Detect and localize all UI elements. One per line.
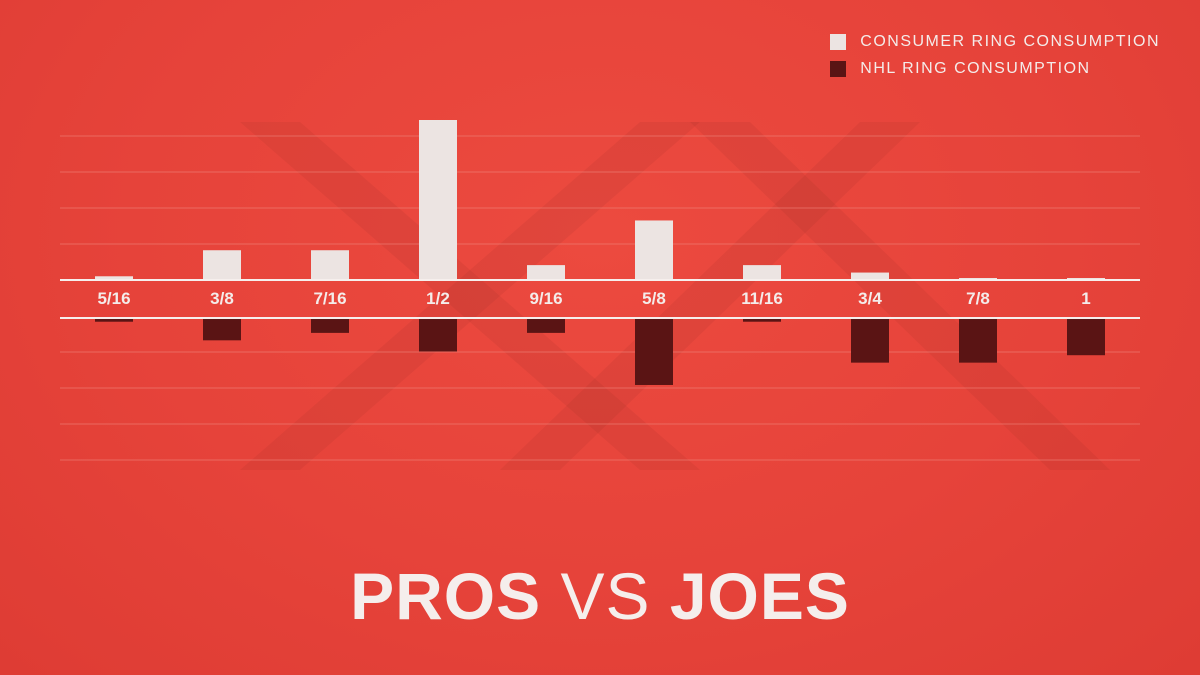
tick-label: 3/8 — [210, 289, 234, 308]
bar-nhl — [311, 318, 349, 333]
bar-consumer — [95, 276, 133, 280]
bar-consumer — [311, 250, 349, 280]
legend: CONSUMER RING CONSUMPTION NHL RING CONSU… — [830, 28, 1160, 82]
legend-swatch-consumer — [830, 33, 847, 50]
headline: PROS VS JOES — [0, 558, 1200, 634]
bar-nhl — [527, 318, 565, 333]
bar-nhl — [203, 318, 241, 341]
headline-vs: VS — [560, 559, 651, 633]
tick-label: 5/16 — [97, 289, 130, 308]
bar-consumer — [635, 220, 673, 280]
bar-nhl — [419, 318, 457, 352]
bar-nhl — [635, 318, 673, 385]
legend-item-nhl: NHL RING CONSUMPTION — [830, 55, 1160, 82]
watermark-stroke — [240, 122, 700, 470]
bar-nhl — [959, 318, 997, 363]
tick-label: 1/2 — [426, 289, 450, 308]
tick-label: 9/16 — [529, 289, 562, 308]
tick-label: 7/16 — [313, 289, 346, 308]
bar-consumer — [203, 250, 241, 280]
bar-nhl — [743, 318, 781, 322]
bar-nhl — [1067, 318, 1105, 356]
headline-joes: JOES — [669, 559, 850, 633]
legend-label-nhl: NHL RING CONSUMPTION — [860, 59, 1091, 77]
tick-label: 1 — [1081, 289, 1090, 308]
legend-item-consumer: CONSUMER RING CONSUMPTION — [830, 28, 1160, 55]
headline-pros: PROS — [350, 559, 542, 633]
tick-label: 7/8 — [966, 289, 990, 308]
bar-consumer — [419, 120, 457, 280]
legend-swatch-nhl — [830, 60, 847, 77]
watermark-stroke — [500, 122, 920, 470]
bar-nhl — [95, 318, 133, 322]
legend-label-consumer: CONSUMER RING CONSUMPTION — [860, 32, 1160, 50]
tick-label: 3/4 — [858, 289, 882, 308]
watermark-stroke — [240, 122, 700, 470]
watermark-stroke — [690, 122, 1110, 470]
bar-consumer — [743, 265, 781, 280]
bar-nhl — [851, 318, 889, 363]
bar-consumer — [527, 265, 565, 280]
tick-label: 11/16 — [741, 289, 783, 308]
tick-label: 5/8 — [642, 289, 666, 308]
bar-consumer — [851, 272, 889, 280]
